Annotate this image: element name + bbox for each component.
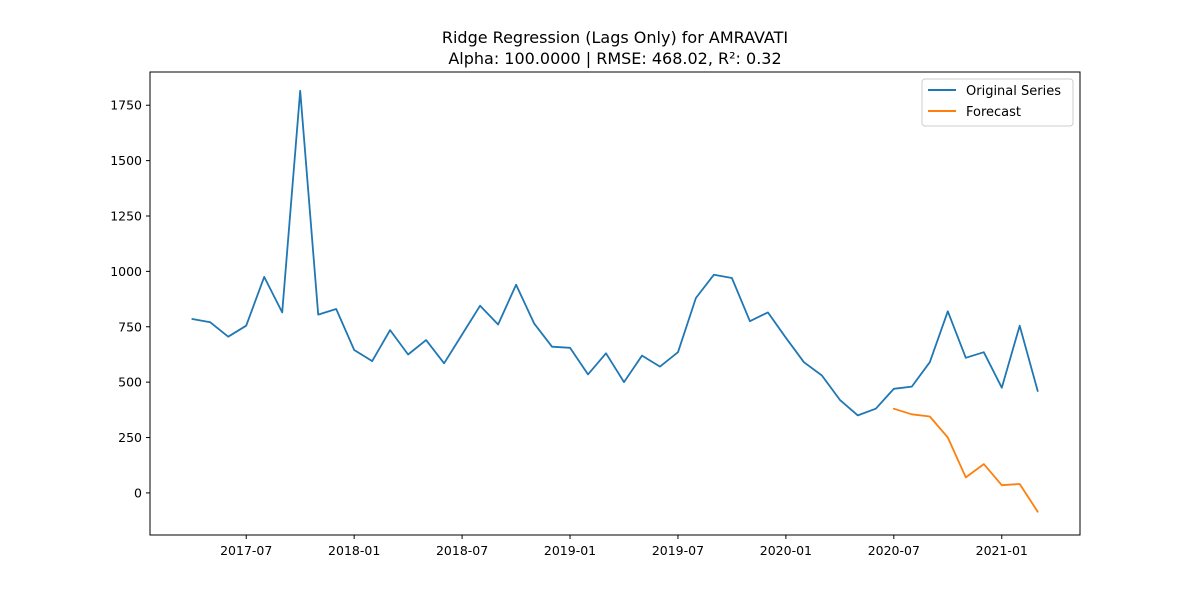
- y-tick-label: 1750: [110, 98, 142, 113]
- chart-title: Ridge Regression (Lags Only) for AMRAVAT…: [442, 28, 788, 47]
- y-tick-label: 750: [118, 319, 142, 334]
- x-tick-label: 2019-07: [652, 543, 704, 558]
- series-layer: [191, 89, 1039, 513]
- chart-subtitle: Alpha: 100.0000 | RMSE: 468.02, R²: 0.32: [448, 49, 781, 68]
- legend-label-original: Original Series: [966, 84, 1061, 99]
- legend-label-forecast: Forecast: [966, 105, 1021, 120]
- y-tick-label: 250: [118, 430, 142, 445]
- y-tick-label: 0: [134, 485, 142, 500]
- y-axis: 0 250 500 750 1000 1250 1500 1750: [110, 98, 150, 500]
- x-tick-label: 2020-07: [868, 543, 920, 558]
- y-tick-label: 1250: [110, 208, 142, 223]
- y-tick-label: 1500: [110, 153, 142, 168]
- x-tick-label: 2021-01: [976, 543, 1028, 558]
- original-series-line: [191, 89, 1039, 417]
- forecast-line: [892, 407, 1039, 513]
- x-tick-label: 2017-07: [220, 543, 272, 558]
- legend: Original Series Forecast: [921, 78, 1074, 127]
- x-tick-label: 2020-01: [760, 543, 812, 558]
- x-tick-label: 2018-07: [436, 543, 488, 558]
- legend-box: [921, 78, 1074, 127]
- x-tick-label: 2019-01: [544, 543, 596, 558]
- x-axis: 2017-07 2018-01 2018-07 2019-01 2019-07 2020-…: [220, 535, 1028, 558]
- plot-area: [149, 71, 1081, 536]
- x-tick-label: 2018-01: [328, 543, 380, 558]
- y-tick-label: 1000: [110, 264, 142, 279]
- y-tick-label: 500: [118, 375, 142, 390]
